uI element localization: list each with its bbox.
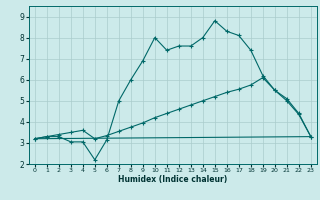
X-axis label: Humidex (Indice chaleur): Humidex (Indice chaleur) [118,175,228,184]
